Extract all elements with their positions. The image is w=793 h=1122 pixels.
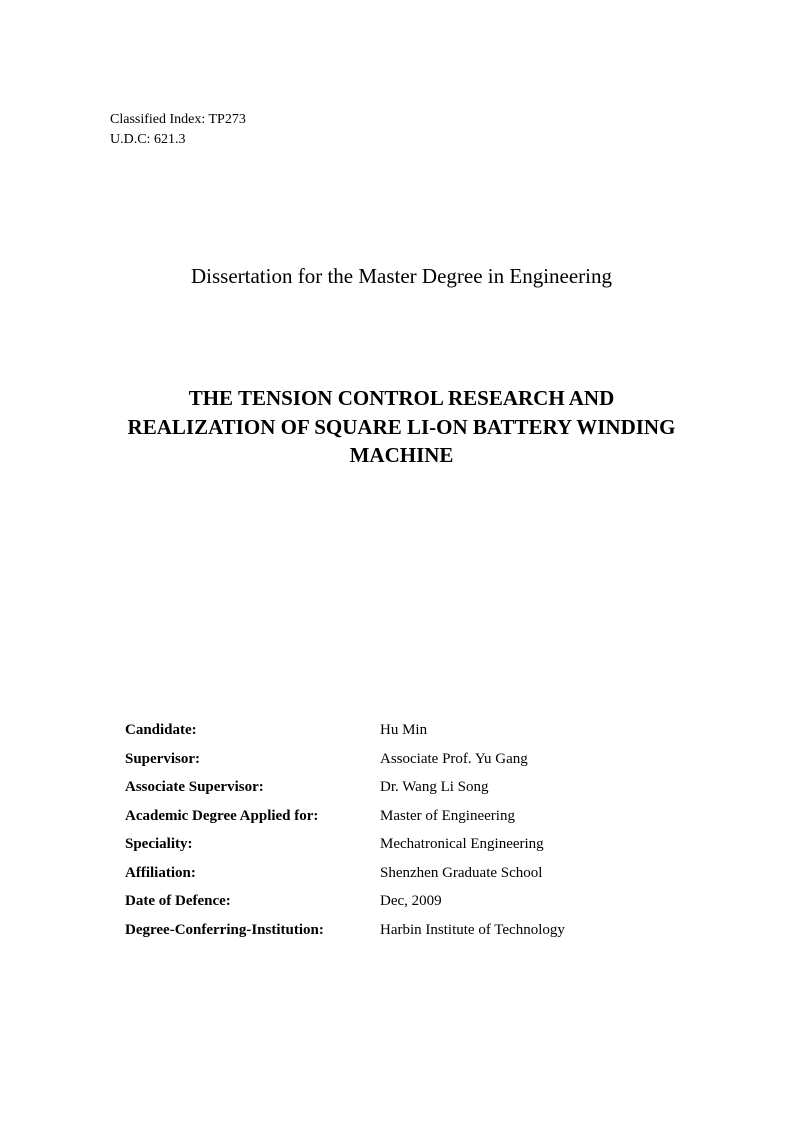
info-label-defence-date: Date of Defence: — [125, 890, 380, 913]
info-row: Academic Degree Applied for: Master of E… — [125, 805, 693, 828]
info-label-affiliation: Affiliation: — [125, 862, 380, 885]
info-value-candidate: Hu Min — [380, 719, 427, 742]
info-label-institution: Degree-Conferring-Institution: — [125, 919, 380, 942]
info-value-defence-date: Dec, 2009 — [380, 890, 442, 913]
info-label-associate-supervisor: Associate Supervisor: — [125, 776, 380, 799]
info-row: Date of Defence: Dec, 2009 — [125, 890, 693, 913]
dissertation-type: Dissertation for the Master Degree in En… — [110, 264, 693, 289]
info-label-speciality: Speciality: — [125, 833, 380, 856]
info-value-affiliation: Shenzhen Graduate School — [380, 862, 542, 885]
info-label-degree: Academic Degree Applied for: — [125, 805, 380, 828]
info-row: Speciality: Mechatronical Engineering — [125, 833, 693, 856]
classified-index: Classified Index: TP273 — [110, 110, 693, 130]
classification-block: Classified Index: TP273 U.D.C: 621.3 — [110, 110, 693, 149]
info-value-speciality: Mechatronical Engineering — [380, 833, 544, 856]
info-table: Candidate: Hu Min Supervisor: Associate … — [125, 719, 693, 941]
info-label-candidate: Candidate: — [125, 719, 380, 742]
info-value-institution: Harbin Institute of Technology — [380, 919, 565, 942]
info-value-degree: Master of Engineering — [380, 805, 515, 828]
page-content: Classified Index: TP273 U.D.C: 621.3 Dis… — [0, 0, 793, 1047]
info-label-supervisor: Supervisor: — [125, 748, 380, 771]
info-row: Affiliation: Shenzhen Graduate School — [125, 862, 693, 885]
info-row: Candidate: Hu Min — [125, 719, 693, 742]
dissertation-title: THE TENSION CONTROL RESEARCH AND REALIZA… — [110, 384, 693, 469]
udc-code: U.D.C: 621.3 — [110, 130, 693, 150]
info-row: Degree-Conferring-Institution: Harbin In… — [125, 919, 693, 942]
info-value-associate-supervisor: Dr. Wang Li Song — [380, 776, 489, 799]
info-row: Supervisor: Associate Prof. Yu Gang — [125, 748, 693, 771]
info-value-supervisor: Associate Prof. Yu Gang — [380, 748, 528, 771]
info-row: Associate Supervisor: Dr. Wang Li Song — [125, 776, 693, 799]
